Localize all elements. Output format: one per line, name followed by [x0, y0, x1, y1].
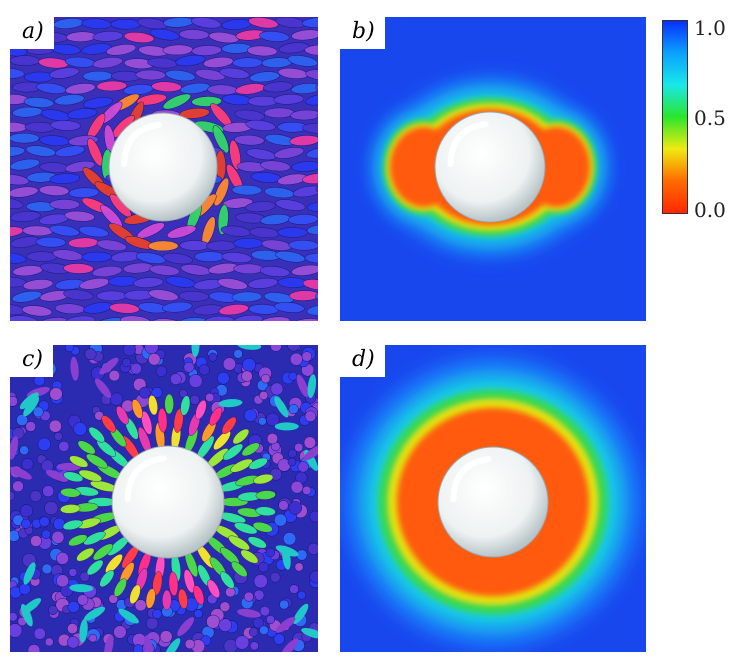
colorbar — [662, 20, 688, 214]
sphere — [437, 446, 549, 558]
colorbar-tick-top: 1.0 — [694, 16, 726, 40]
sphere — [434, 111, 546, 223]
sphere — [111, 445, 225, 559]
panel-b: b) — [340, 17, 646, 321]
colorbar-tick-bottom: 0.0 — [694, 198, 726, 222]
panel-c: c) — [10, 345, 318, 652]
panel-b-map — [340, 17, 646, 321]
panel-d: d) — [340, 345, 646, 652]
panel-a: a) — [10, 17, 318, 321]
panel-d-label: d) — [340, 345, 385, 377]
panel-d-map — [340, 345, 646, 652]
panel-a-render — [10, 17, 318, 321]
panel-c-render — [10, 345, 318, 652]
panel-c-label: c) — [10, 345, 53, 377]
sphere — [108, 112, 218, 222]
panel-b-label: b) — [340, 17, 385, 49]
panel-a-label: a) — [10, 17, 54, 49]
colorbar-tick-mid: 0.5 — [694, 106, 726, 130]
mixed-particles — [10, 345, 318, 652]
